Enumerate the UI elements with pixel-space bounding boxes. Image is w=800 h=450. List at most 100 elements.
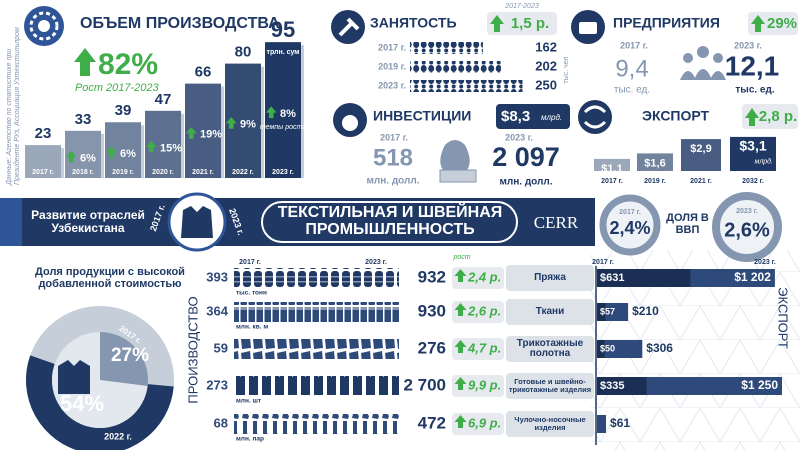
outer-value: 54% bbox=[60, 391, 104, 416]
product-name: Пряжа bbox=[534, 271, 566, 283]
employment-growth: 1,5 р. bbox=[511, 15, 549, 32]
header-left: Развитие отраслей Узбекистана bbox=[31, 208, 145, 235]
header-band: Развитие отраслей Узбекистана 2017 г. 20… bbox=[0, 192, 595, 252]
unit: тыс. ед. bbox=[614, 85, 650, 96]
product-rows: 393 тыс. тонн 932 2,4 р. Пряжа $631 $1 202 364 м… bbox=[206, 265, 782, 443]
employment-bar bbox=[410, 61, 501, 73]
volume-value: 66 bbox=[195, 64, 212, 81]
growth-arrow bbox=[225, 117, 237, 129]
export-title: ЭКСПОРТ bbox=[642, 108, 710, 124]
production-start: 68 bbox=[214, 415, 228, 430]
export-bar bbox=[637, 153, 673, 171]
year-label: 2017 г. bbox=[239, 259, 261, 266]
product-name-box: Ткани bbox=[535, 305, 565, 317]
employment-bar bbox=[410, 80, 523, 92]
export-label: ЭКСПОРТ bbox=[776, 287, 791, 349]
year-label: 2023 г. bbox=[754, 259, 776, 266]
volume-growth-rate: 15% bbox=[160, 142, 182, 154]
product-icons bbox=[234, 376, 399, 396]
volume-bar-side bbox=[221, 86, 224, 178]
production-end: 2 700 bbox=[403, 375, 446, 394]
band-edge bbox=[0, 198, 22, 246]
export-bar bbox=[597, 415, 607, 433]
name-pill bbox=[506, 411, 594, 437]
rate-caption: темпы роста bbox=[260, 124, 306, 131]
growth-arrow bbox=[145, 140, 157, 153]
year-label: 2017 г. bbox=[378, 42, 406, 52]
year-label: 2019 г. bbox=[644, 178, 666, 185]
export-bar bbox=[597, 340, 643, 358]
growth-badge bbox=[452, 375, 504, 397]
volume-growth-rate: 9% bbox=[240, 119, 256, 131]
export-end-value: $210 bbox=[632, 304, 659, 318]
gauge bbox=[599, 194, 661, 256]
volume-growth-caption: Рост 2017-2023 bbox=[75, 82, 160, 94]
product-name: Ткани bbox=[535, 305, 565, 317]
volume-value: 80 bbox=[235, 44, 252, 61]
gdp-section: 2017 г. 2,4% ДОЛЯ В ВВП 2023 г. 2,6% bbox=[599, 192, 782, 262]
header-title-box: ТЕКСТИЛЬНАЯ И ШВЕЙНАЯ ПРОМЫШЛЕННОСТЬ bbox=[278, 204, 503, 238]
volume-growth: 82% bbox=[98, 48, 158, 81]
export-value: $1,1 bbox=[601, 163, 622, 175]
product-name: Трикотажные полотна bbox=[516, 337, 584, 359]
year-label: 2017 г. bbox=[32, 169, 54, 176]
employment-rows: 2017 г. 162 2019 г. 202 2023 г. 250 bbox=[378, 39, 557, 92]
name-pill bbox=[506, 336, 594, 362]
product-unit: тыс. тонн bbox=[236, 290, 267, 297]
export-bar-start bbox=[597, 303, 606, 321]
gdp-start: 2,4% bbox=[609, 218, 650, 238]
volume-growth-rate: 6% bbox=[120, 148, 136, 160]
year-label: 2023 г. bbox=[736, 208, 758, 215]
value-added-section: Доля продукции с высокой добавленной сто… bbox=[26, 267, 185, 450]
growth-arrow bbox=[105, 146, 117, 159]
export-bar bbox=[594, 158, 630, 171]
badge bbox=[496, 104, 570, 129]
investments-end: 2 097 bbox=[492, 142, 560, 172]
investments-start: 518 bbox=[373, 144, 413, 171]
product-unit: млн. пар bbox=[236, 436, 264, 443]
name-pill bbox=[506, 299, 594, 325]
year-label: 2018 г. bbox=[72, 169, 94, 176]
gdp-end: 2,6% bbox=[724, 219, 770, 241]
enterprises-section: ПРЕДПРИЯТИЯ 29% 2017 г. 9,4 тыс. ед. 202… bbox=[571, 10, 798, 96]
export-section: ЭКСПОРТ 2,8 р. $1,1 2017 г. $1,6 2019 г. $2,… bbox=[578, 100, 798, 185]
growth-arrow bbox=[265, 106, 277, 119]
year-label: 2022 г. bbox=[232, 169, 254, 176]
product-unit: млн. шт bbox=[236, 398, 261, 405]
volume-section: ОБЪЕМ ПРОИЗВОДСТВА 82% Рост 2017-2023 23… bbox=[24, 6, 306, 179]
production-end: 276 bbox=[418, 338, 446, 357]
growth-arrow bbox=[454, 269, 467, 282]
money-icon bbox=[439, 140, 477, 183]
export-end-value: $306 bbox=[646, 341, 673, 355]
unit: млн. долл. bbox=[366, 176, 419, 187]
volume-value: 47 bbox=[155, 91, 172, 108]
growth-arrow bbox=[490, 15, 504, 32]
volume-growth-rate: 8% bbox=[280, 108, 296, 120]
growth-header: рост bbox=[452, 254, 470, 261]
volume-growth-rate: 19% bbox=[200, 129, 222, 141]
product-name-box: Трикотажные полотна bbox=[516, 337, 584, 359]
products-section: ПРОИЗВОДСТВО ЭКСПОРТ 2017 г. 2023 г. рос… bbox=[185, 254, 791, 445]
year-label: 2019 г. bbox=[378, 61, 406, 71]
export-unit: млрд. bbox=[755, 158, 774, 166]
value-added-caption-box: Доля продукции с высокой добавленной сто… bbox=[35, 267, 185, 290]
gauge bbox=[712, 192, 782, 262]
production-start: 59 bbox=[214, 340, 228, 355]
export-start-value: $50 bbox=[600, 343, 615, 353]
people-icon bbox=[680, 46, 726, 80]
year-label: 2017 г. bbox=[620, 40, 648, 50]
volume-bar-side bbox=[181, 113, 184, 178]
year-label: 2023 г. bbox=[378, 80, 406, 90]
employment-value: 162 bbox=[535, 39, 557, 54]
hammer-shape bbox=[338, 17, 360, 37]
year-label: 2021 г. bbox=[192, 169, 214, 176]
growth-arrow bbox=[185, 127, 197, 139]
export-value: $2,9 bbox=[690, 143, 711, 155]
year-label: 2022 г. bbox=[104, 431, 132, 441]
year-label: 2017 г. bbox=[592, 259, 614, 266]
product-growth: 9,9 р. bbox=[468, 377, 501, 392]
investments-total-unit: млрд. bbox=[541, 113, 562, 122]
enterprises-title: ПРЕДПРИЯТИЯ bbox=[613, 15, 720, 31]
volume-title: ОБЪЕМ ПРОИЗВОДСТВА bbox=[80, 15, 280, 32]
